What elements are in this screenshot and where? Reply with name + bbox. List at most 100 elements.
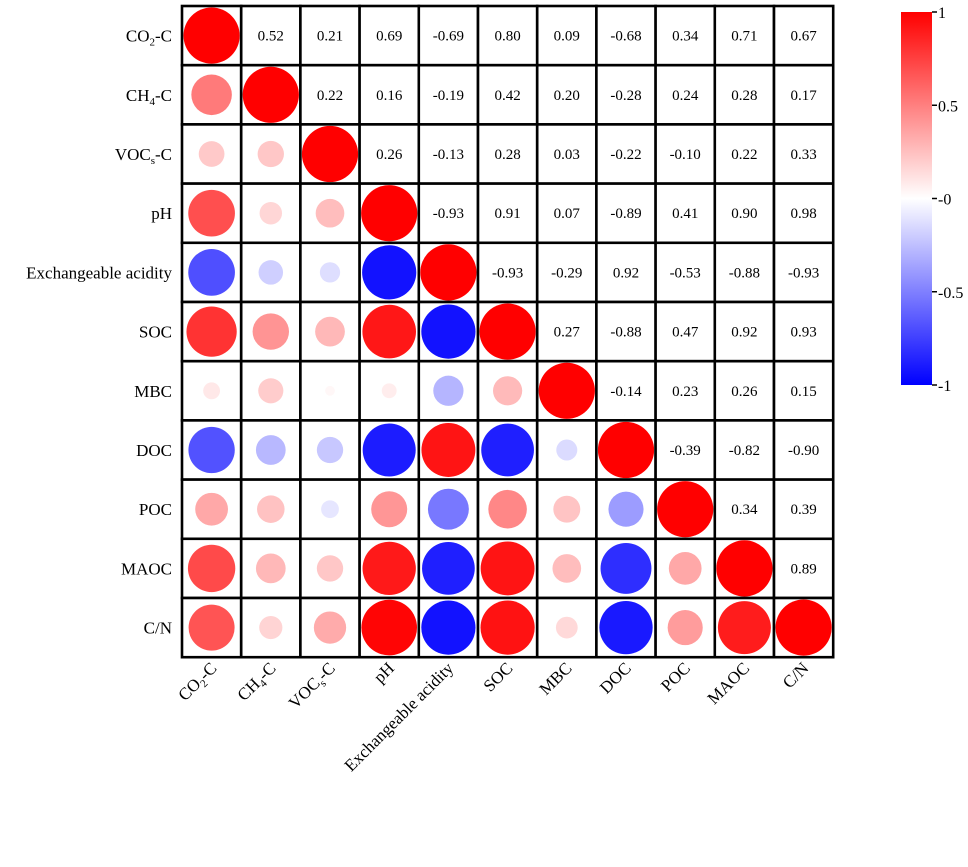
cell-soc-exchangeable-acidity [417, 300, 480, 363]
column-label-exchangeable-acidity: Exchangeable acidity [341, 658, 458, 775]
cell-ch4-c-vocs-c: 0.22 [299, 63, 361, 126]
colorbar-tick-label: 1 [938, 5, 946, 22]
cell-poc-maoc: 0.34 [713, 478, 776, 541]
cell-soc-doc: -0.88 [595, 300, 657, 363]
correlation-value: -0.93 [492, 265, 523, 281]
correlation-value: 0.23 [672, 384, 698, 400]
cells-layer: 0.52 0.21 0.69 -0.69 0.80 0.09 -0.68 0.34 0.71 0.… [180, 4, 835, 659]
cell-exchangeable-acidity-poc: -0.53 [654, 241, 717, 304]
column-label-poc: POC [657, 659, 694, 696]
correlation-circle [608, 491, 644, 527]
cell-frame [772, 359, 835, 422]
correlation-circle [421, 600, 476, 655]
cell-doc-soc [476, 419, 539, 481]
cell-frame [713, 478, 776, 541]
cell-c-n-maoc [713, 596, 776, 659]
cell-frame [595, 4, 657, 67]
cell-exchangeable-acidity-co2-c [180, 241, 243, 304]
cell-frame [654, 123, 717, 185]
cell-maoc-exchangeable-acidity [417, 537, 480, 600]
correlation-circle [362, 245, 417, 300]
cell-ch4-c-ch4-c [239, 63, 302, 126]
correlation-circle [191, 74, 232, 116]
correlation-value: 0.17 [790, 88, 817, 104]
correlation-circle [488, 489, 527, 529]
correlation-value: -0.22 [610, 147, 641, 163]
cell-mbc-exchangeable-acidity [417, 359, 480, 422]
cell-poc-soc [476, 478, 539, 541]
cell-frame [713, 419, 776, 481]
cell-vocs-c-exchangeable-acidity: -0.13 [417, 123, 480, 185]
correlation-circle [257, 140, 284, 168]
cell-co2-c-c-n: 0.67 [772, 4, 835, 67]
cell-ch4-c-co2-c [180, 63, 243, 126]
colorbar-tick-label: -0.5 [938, 285, 963, 302]
correlation-circle [362, 304, 417, 359]
cell-exchangeable-acidity-vocs-c [299, 241, 361, 304]
correlation-circle [257, 495, 285, 523]
correlation-value: 0.71 [731, 29, 757, 45]
correlation-value: 0.67 [790, 29, 817, 45]
correlation-circle [427, 488, 469, 530]
correlation-circle [479, 303, 536, 360]
correlation-value: 0.15 [790, 384, 816, 400]
cell-c-n-soc [476, 596, 539, 659]
column-label-c-n: C/N [779, 659, 812, 692]
cell-co2-c-exchangeable-acidity: -0.69 [417, 4, 480, 67]
correlation-value: 0.89 [790, 561, 816, 577]
cell-c-n-c-n [772, 596, 835, 659]
correlation-circle [555, 616, 578, 639]
row-label-co2-c: CO2-C [126, 27, 172, 49]
cell-c-n-poc [654, 596, 717, 659]
cell-doc-ph [358, 419, 421, 481]
cell-frame [772, 241, 835, 304]
correlation-value: 0.22 [731, 147, 757, 163]
cell-mbc-co2-c [180, 359, 243, 422]
correlation-circle [361, 185, 418, 242]
cell-poc-exchangeable-acidity [417, 478, 480, 541]
cell-mbc-ph [358, 359, 421, 422]
correlation-value: 0.22 [317, 88, 343, 104]
correlation-circle [362, 423, 416, 477]
correlation-circle [188, 189, 235, 237]
correlation-circle [321, 500, 339, 519]
cell-exchangeable-acidity-ph [358, 241, 421, 304]
colorbar-tick-label: -1 [938, 378, 951, 395]
correlation-value: 0.69 [376, 29, 402, 45]
column-label-soc: SOC [480, 659, 517, 696]
cell-frame [772, 63, 835, 126]
cell-maoc-co2-c [180, 537, 243, 600]
correlation-circle [600, 542, 652, 594]
correlation-circle [316, 555, 344, 582]
correlation-value: 0.20 [554, 88, 580, 104]
cell-frame [772, 537, 835, 600]
correlation-circle [252, 313, 290, 350]
correlation-circle [315, 198, 345, 228]
cell-maoc-maoc [713, 537, 776, 600]
cell-ph-poc: 0.41 [654, 182, 717, 245]
correlation-value: 0.90 [731, 206, 757, 222]
row-labels: CO2-C CH4-C VOCs-C pH Exchangeable acidity SO… [26, 27, 172, 638]
correlation-circle [480, 541, 535, 596]
cell-c-n-co2-c [180, 596, 243, 659]
cell-doc-mbc [535, 419, 598, 481]
correlation-circle [657, 481, 714, 538]
cell-c-n-mbc [535, 596, 598, 659]
cell-frame [417, 123, 480, 185]
correlation-circle [422, 542, 475, 595]
correlation-value: 0.21 [317, 29, 343, 45]
cell-vocs-c-poc: -0.10 [654, 123, 717, 185]
correlation-value: 0.98 [790, 206, 816, 222]
correlation-value: 0.92 [731, 325, 757, 341]
cell-frame [713, 241, 776, 304]
cell-co2-c-poc: 0.34 [654, 4, 717, 67]
cell-frame [299, 63, 361, 126]
cell-c-n-exchangeable-acidity [417, 596, 480, 659]
correlation-value: 0.26 [376, 147, 403, 163]
cell-ph-exchangeable-acidity: -0.93 [417, 182, 480, 245]
cell-mbc-soc [476, 359, 539, 422]
cell-c-n-vocs-c [299, 596, 361, 659]
colorbar-tick-label: -0 [938, 192, 951, 209]
correlation-value: 0.24 [672, 88, 699, 104]
correlation-circle [255, 435, 286, 465]
